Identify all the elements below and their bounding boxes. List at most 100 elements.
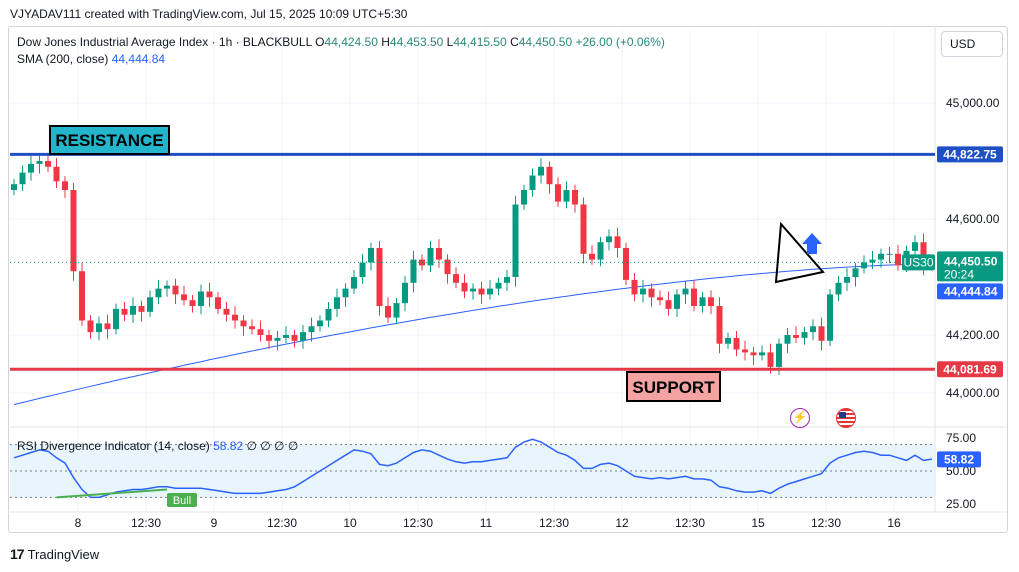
candle (886, 253, 893, 255)
candle (631, 279, 638, 295)
candle (19, 172, 26, 185)
candle (300, 332, 306, 341)
open-value: 44,424.50 (324, 35, 378, 49)
candle (402, 282, 408, 304)
time-tick-label: 11 (480, 516, 493, 530)
chart-header: VJYADAV111 created with TradingView.com,… (10, 7, 408, 21)
candle (53, 166, 60, 182)
candle (674, 294, 680, 309)
chart-frame (8, 26, 1008, 533)
tradingview-logo-icon: 17 (10, 546, 25, 562)
candle (317, 320, 323, 327)
high-value: 44,453.50 (389, 35, 444, 49)
symbol-legend: Dow Jones Industrial Average Index · 1h … (17, 35, 665, 49)
candle (699, 297, 706, 306)
rsi-line (13, 438, 933, 499)
level-price-tag (937, 361, 1003, 378)
price-tick-label: 44,000.00 (946, 386, 1000, 400)
candle (623, 248, 629, 280)
candle (869, 259, 876, 263)
candle (810, 326, 816, 333)
price-tick-label: 44,200.00 (946, 328, 1000, 342)
time-tick-label: 12:30 (403, 516, 433, 530)
candle (844, 277, 850, 283)
candle (359, 262, 366, 277)
time-tick-label: 12 (615, 516, 629, 530)
candle (733, 337, 740, 350)
sma-price-label: 44,444.84 (944, 284, 998, 298)
candle (470, 288, 476, 292)
candle (223, 308, 230, 315)
candle (691, 288, 697, 306)
candle (521, 190, 527, 205)
candle (606, 236, 612, 243)
candle (121, 308, 128, 315)
candle (793, 335, 799, 338)
candle (920, 242, 927, 266)
symbol-name: Dow Jones Industrial Average Index · 1h … (17, 35, 312, 49)
rsi-tick-label: 50.00 (946, 464, 976, 478)
time-tick-label: 8 (75, 516, 82, 530)
candle (189, 300, 196, 306)
candle (368, 248, 374, 263)
candle (308, 326, 315, 333)
change-value: +26.00 (+0.06%) (575, 35, 665, 49)
bull-tag (167, 493, 197, 507)
rsi-tick-label: 75.00 (946, 431, 976, 445)
candle (334, 297, 340, 309)
candle (487, 288, 493, 295)
candle (376, 248, 383, 306)
candle (104, 323, 111, 330)
candle (172, 285, 179, 295)
resistance-box (49, 125, 170, 155)
candle (657, 297, 663, 301)
candle (614, 236, 621, 248)
us-flag-icon[interactable] (836, 408, 856, 428)
level-price-tag (937, 146, 1003, 163)
candle (147, 297, 153, 312)
candle (164, 285, 170, 289)
candle (198, 291, 204, 306)
candle (742, 349, 748, 353)
pennant-triangle (774, 221, 825, 284)
time-tick-label: 12:30 (267, 516, 297, 530)
time-tick-label: 16 (887, 516, 901, 530)
candle (70, 190, 77, 272)
bolt-icon[interactable]: ⚡ (790, 408, 810, 428)
rsi-legend: RSI Divergence Indicator (14, close) 58.… (17, 439, 298, 453)
bull-divergence-line (56, 488, 168, 499)
rsi-value-label: 58.82 (944, 452, 974, 466)
level-price-label: 44,822.75 (943, 147, 997, 161)
candle (555, 184, 561, 202)
candle (878, 253, 884, 260)
candle (580, 204, 587, 254)
candle (784, 335, 791, 344)
candle (257, 329, 264, 335)
support-label: SUPPORT (632, 378, 715, 397)
candle (563, 190, 570, 202)
candle (478, 288, 485, 295)
currency-button[interactable]: USD (941, 31, 1003, 57)
candle (708, 297, 714, 306)
candle (716, 306, 723, 344)
candle (912, 242, 918, 251)
resistance-label: RESISTANCE (55, 131, 163, 150)
time-tick-label: 12:30 (539, 516, 569, 530)
bull-tag-label: Bull (173, 495, 191, 507)
candle (640, 288, 646, 295)
candle (206, 291, 213, 298)
time-tick-label: 12:30 (811, 516, 841, 530)
up-arrow-icon (802, 233, 822, 254)
sma-legend: SMA (200, close) 44,444.84 (17, 52, 165, 66)
candle (852, 268, 859, 277)
candle (776, 343, 782, 367)
footer-brand: TradingView (27, 546, 100, 562)
candle (504, 277, 510, 283)
candle (283, 335, 289, 338)
candle (427, 248, 434, 266)
candle (342, 288, 349, 298)
candle (818, 326, 825, 341)
candle (835, 282, 842, 295)
candle (410, 259, 417, 283)
